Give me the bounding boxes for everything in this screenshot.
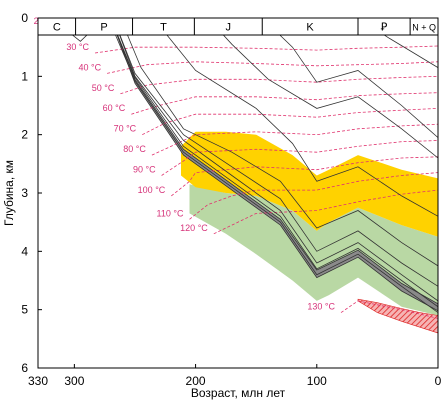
period-label: N + Q <box>412 23 436 33</box>
isotherm-line <box>120 75 438 95</box>
period-bar-frame <box>37 17 439 36</box>
burial-curve <box>152 18 438 217</box>
x-tick-label: 300 <box>64 374 84 388</box>
isotherm-line <box>142 108 438 136</box>
isotherm-labels: 20 °C30 °C40 °C50 °C60 °C70 °C80 °C90 °C… <box>34 16 336 312</box>
x-axis: 330 300 200 100 0 <box>28 364 442 388</box>
burial-curve <box>112 18 438 302</box>
y-tick-label: 6 <box>21 361 28 375</box>
dark-layer-fill <box>110 18 438 312</box>
x-tick-label: 200 <box>186 374 206 388</box>
isotherm-line <box>131 92 438 115</box>
x-tick-label: 0 <box>435 374 442 388</box>
y-tick-label: 0 <box>21 11 28 25</box>
period-label: P <box>100 22 107 34</box>
y-tick-label: 3 <box>21 186 28 200</box>
x-tick-label: 100 <box>307 374 327 388</box>
burial-curve <box>120 18 438 267</box>
facies-fills <box>110 18 438 334</box>
y-axis: 0 1 2 3 4 5 6 <box>21 11 42 375</box>
period-label: J <box>226 22 232 34</box>
burial-curve <box>107 18 438 313</box>
y-tick-label: 4 <box>21 244 28 258</box>
period-label: C <box>53 22 61 34</box>
y-tick-label: 5 <box>21 303 28 317</box>
y-axis-title: Глубина, км <box>2 160 16 226</box>
isotherm-label: 110 °C <box>157 208 184 218</box>
isotherm-label: 70 °C <box>114 124 137 134</box>
period-bar: C P T J K Ꝑ N + Q <box>37 17 439 36</box>
isotherm-line <box>213 189 438 235</box>
isotherm-line <box>94 45 438 54</box>
x-tick-label: 330 <box>28 374 48 388</box>
isotherm-line <box>161 140 438 176</box>
burial-curve <box>112 18 438 287</box>
y-tick-label: 1 <box>21 69 28 83</box>
isotherm-label: 100 °C <box>138 185 166 195</box>
x-axis-title: Возраст, млн лет <box>191 386 286 400</box>
hot-zone-fill <box>357 298 438 334</box>
isotherm-label: 40 °C <box>78 62 101 72</box>
isotherm-label: 30 °C <box>66 42 89 52</box>
isotherm-line <box>171 156 438 197</box>
isotherm-label: 120 °C <box>180 223 208 233</box>
burial-curve <box>207 18 438 159</box>
isotherm-label: 80 °C <box>123 144 146 154</box>
burial-curve <box>110 18 438 308</box>
period-label: T <box>160 22 167 34</box>
period-label: Ꝑ <box>381 22 388 34</box>
isotherm-label: 60 °C <box>103 103 126 113</box>
isotherm-line <box>107 61 438 74</box>
y-tick-label: 2 <box>21 128 28 142</box>
isotherm-label: 130 °C <box>307 302 335 312</box>
oil-window-fill <box>181 131 438 237</box>
isotherm-line <box>340 300 438 319</box>
isotherm-line <box>189 172 438 220</box>
isotherm-label: 50 °C <box>92 83 115 93</box>
isotherm-label: 90 °C <box>133 165 156 175</box>
gas-window-fill <box>189 184 438 316</box>
period-label: K <box>306 22 314 34</box>
burial-curve <box>261 18 438 138</box>
